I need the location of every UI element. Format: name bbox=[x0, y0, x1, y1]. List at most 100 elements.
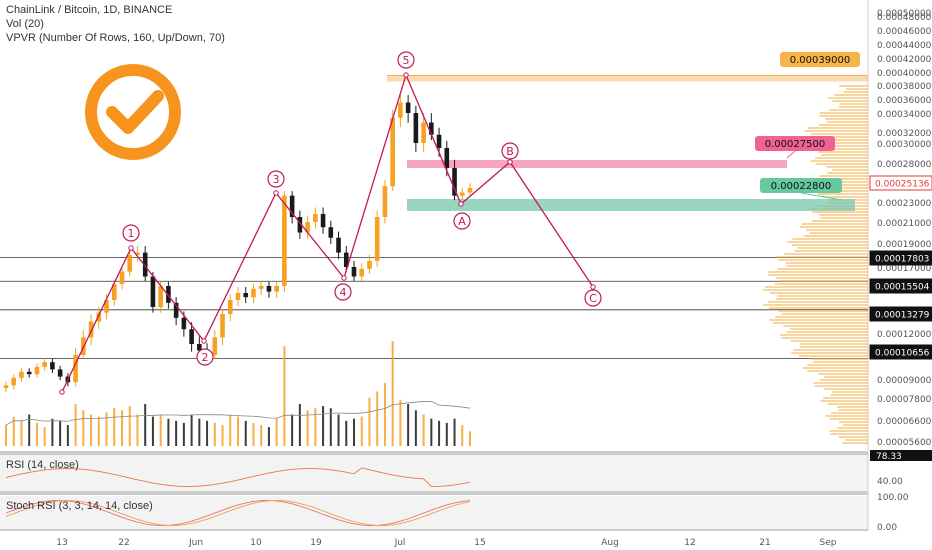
vpvr-bar bbox=[815, 157, 868, 159]
volume-bar bbox=[144, 404, 147, 446]
volume-bar bbox=[167, 418, 170, 446]
vpvr-bar bbox=[832, 391, 868, 393]
volume-bar bbox=[407, 404, 410, 446]
vpvr-bar bbox=[819, 112, 868, 114]
vpvr-bar bbox=[794, 250, 868, 252]
vpvr-bar bbox=[820, 379, 868, 381]
resistance-zone bbox=[387, 75, 868, 82]
vpvr-bar bbox=[828, 181, 868, 183]
vpvr-bar bbox=[775, 316, 868, 318]
volume-bar bbox=[430, 418, 433, 446]
vpvr-legend[interactable]: VPVR (Number Of Rows, 160, Up/Down, 70) bbox=[6, 32, 225, 44]
vpvr-bar bbox=[825, 415, 868, 417]
vpvr-bar bbox=[831, 412, 868, 414]
candle-down bbox=[50, 362, 55, 370]
vpvr-bar bbox=[802, 367, 868, 369]
wave-label-circle bbox=[334, 283, 352, 301]
volume-bar bbox=[314, 408, 317, 446]
vpvr-bar bbox=[809, 232, 868, 234]
vpvr-bar bbox=[810, 133, 868, 135]
vpvr-bar bbox=[843, 424, 868, 426]
stoch-rsi-legend[interactable]: Stoch RSI (3, 3, 14, 14, close) bbox=[6, 500, 153, 512]
vpvr-bar bbox=[838, 106, 868, 108]
vpvr-bar bbox=[778, 310, 868, 312]
volume-bar bbox=[82, 410, 85, 446]
volume-bar bbox=[275, 418, 278, 446]
rsi-top-level: 78.33 bbox=[876, 452, 902, 462]
vpvr-bar bbox=[801, 223, 868, 225]
vpvr-bar bbox=[787, 241, 868, 243]
vpvr-bar bbox=[814, 385, 868, 387]
vpvr-bar bbox=[831, 169, 868, 171]
vpvr-bar bbox=[780, 337, 868, 339]
price-label-bg bbox=[869, 175, 932, 191]
wave-label-circle bbox=[453, 212, 471, 230]
vpvr-bar bbox=[817, 193, 868, 195]
rsi-legend[interactable]: RSI (14, close) bbox=[6, 459, 79, 471]
price-label-bg bbox=[869, 344, 932, 360]
wave-point bbox=[201, 338, 207, 344]
vpvr-bar bbox=[767, 301, 868, 303]
vpvr-bar bbox=[804, 142, 868, 144]
vpvr-bar bbox=[827, 121, 868, 123]
vpvr-bar bbox=[783, 253, 868, 255]
volume-bar bbox=[469, 431, 471, 446]
vpvr-bar bbox=[816, 136, 868, 138]
wave-point bbox=[128, 245, 134, 251]
candle-up bbox=[467, 188, 473, 193]
y-tick-label: 0.00023000 bbox=[877, 199, 932, 209]
vpvr-bar bbox=[774, 283, 868, 285]
volume-bar bbox=[298, 404, 301, 446]
wave-point bbox=[590, 284, 596, 290]
candle-up bbox=[88, 321, 94, 338]
y-tick-label: 0.00048000 bbox=[877, 13, 932, 23]
candle-down bbox=[328, 227, 334, 238]
vpvr-bar bbox=[768, 274, 868, 276]
checkmark-logo-tick bbox=[106, 90, 164, 134]
y-tick-label: 0.00009000 bbox=[877, 376, 932, 386]
vpvr-bar bbox=[799, 226, 868, 228]
level-price-label: 0.00015504 bbox=[875, 283, 930, 293]
candle-up bbox=[398, 102, 403, 118]
level-price-label: 0.00010656 bbox=[875, 349, 930, 359]
vpvr-bar bbox=[768, 271, 868, 273]
symbol-legend[interactable]: ChainLink / Bitcoin, 1D, BINANCE bbox=[6, 4, 173, 16]
vpvr-bar bbox=[769, 292, 868, 294]
volume-bar bbox=[66, 425, 69, 446]
y-tick-label: 0.00012000 bbox=[877, 330, 932, 340]
volume-bar bbox=[438, 420, 441, 446]
vpvr-bar bbox=[830, 433, 868, 435]
volume-bar bbox=[229, 414, 232, 446]
vpvr-bar bbox=[829, 109, 868, 111]
vpvr-bar bbox=[821, 190, 868, 192]
y-tick-label: 0.00028000 bbox=[877, 160, 932, 170]
vpvr-bar bbox=[818, 373, 868, 375]
wave-label-C: C bbox=[589, 292, 597, 305]
wave-point bbox=[507, 159, 513, 165]
candle-up bbox=[367, 261, 372, 269]
x-tick-label: 21 bbox=[759, 538, 770, 548]
vpvr-bar bbox=[820, 217, 868, 219]
zone-callout-line-2 bbox=[800, 192, 843, 201]
volume-bar bbox=[414, 410, 417, 446]
candle-up bbox=[227, 300, 233, 314]
candle-down bbox=[57, 369, 63, 377]
vpvr-bar bbox=[834, 184, 868, 186]
stoch-d-line bbox=[5, 499, 471, 526]
vpvr-bar bbox=[792, 238, 868, 240]
wave-label-B: B bbox=[506, 145, 514, 158]
price-label-bg bbox=[869, 306, 932, 322]
candle-down bbox=[405, 102, 411, 113]
volume-bar bbox=[353, 418, 355, 446]
vpvr-bar bbox=[812, 211, 868, 213]
vol-legend[interactable]: Vol (20) bbox=[6, 18, 44, 30]
candle-up bbox=[119, 271, 125, 285]
vpvr-bar bbox=[777, 268, 868, 270]
candle-up bbox=[104, 300, 109, 313]
candle-down bbox=[436, 134, 442, 148]
vpvr-bar bbox=[820, 154, 868, 156]
zone-label-bg-0 bbox=[780, 52, 860, 67]
vpvr-bar bbox=[809, 358, 868, 360]
candle-up bbox=[282, 195, 287, 286]
